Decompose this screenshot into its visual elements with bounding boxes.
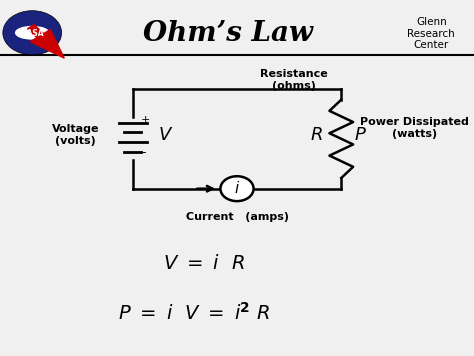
Text: Power Dissipated
(watts): Power Dissipated (watts) <box>360 117 469 139</box>
Text: NASA: NASA <box>20 28 44 38</box>
Text: Resistance
(ohms): Resistance (ohms) <box>260 69 328 91</box>
Text: -: - <box>141 146 146 159</box>
Text: +: + <box>141 115 151 125</box>
Text: $\mathbf{\mathit{P}}\ =\ \mathbf{\mathit{i}}\ \ \mathbf{\mathit{V}}\ =\ \mathbf{: $\mathbf{\mathit{P}}\ =\ \mathbf{\mathit… <box>118 302 270 324</box>
Text: Glenn
Research
Center: Glenn Research Center <box>408 17 455 51</box>
Circle shape <box>220 176 254 201</box>
FancyArrow shape <box>27 25 64 58</box>
Text: V: V <box>159 126 171 144</box>
Text: P: P <box>355 126 365 144</box>
Text: Voltage
(volts): Voltage (volts) <box>52 125 100 146</box>
Text: i: i <box>235 181 239 196</box>
Circle shape <box>3 11 62 55</box>
Text: Current   (amps): Current (amps) <box>185 212 289 222</box>
Text: Ohm’s Law: Ohm’s Law <box>143 20 312 47</box>
Ellipse shape <box>16 27 49 39</box>
Text: $\mathbf{\mathit{V}}\ =\ \mathbf{\mathit{i}}\ \ \mathbf{\mathit{R}}$: $\mathbf{\mathit{V}}\ =\ \mathbf{\mathit… <box>163 254 245 273</box>
Text: R: R <box>311 126 323 144</box>
